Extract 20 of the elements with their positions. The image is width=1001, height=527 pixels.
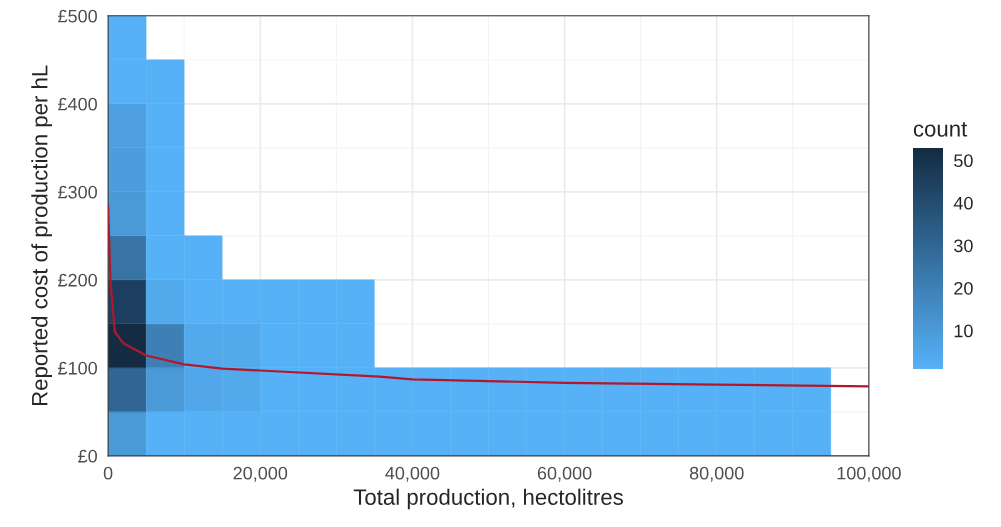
y-tick-label: £0 bbox=[78, 449, 97, 463]
color-bar-label: 40 bbox=[953, 196, 973, 210]
x-tick-label: 60,000 bbox=[537, 466, 592, 482]
legend-title: count bbox=[913, 122, 968, 137]
x-tick-label: 0 bbox=[103, 466, 113, 480]
x-axis-title: Total production, hectolitres bbox=[353, 488, 623, 510]
color-bar-label: 20 bbox=[954, 281, 973, 295]
x-tick-label: 100,000 bbox=[837, 466, 901, 482]
y-tick-label: £100 bbox=[58, 361, 97, 375]
color-bar-label: 10 bbox=[954, 324, 973, 338]
y-tick-label: £300 bbox=[58, 185, 97, 199]
y-tick-label: £400 bbox=[58, 97, 97, 111]
y-axis-title: Reported cost of production per hL bbox=[31, 65, 52, 406]
color-bar-label: 50 bbox=[954, 154, 973, 168]
color-bar-label: 30 bbox=[954, 239, 973, 253]
x-tick-label: 80,000 bbox=[689, 466, 744, 482]
x-tick-label: 20,000 bbox=[233, 466, 288, 482]
y-tick-label: £200 bbox=[58, 273, 97, 287]
y-tick-label: £500 bbox=[58, 9, 97, 23]
x-tick-label: 40,000 bbox=[385, 466, 440, 482]
